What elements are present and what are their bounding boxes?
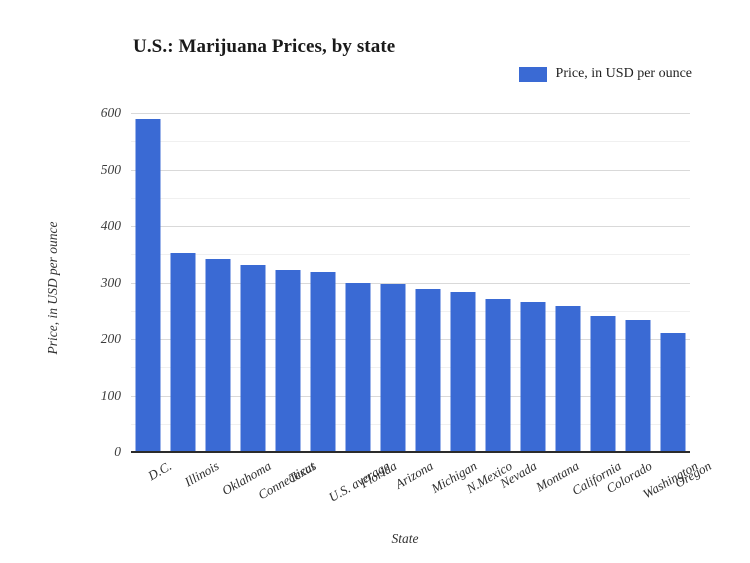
bar-slot bbox=[166, 113, 201, 452]
bar-slot bbox=[201, 113, 236, 452]
bar-slot bbox=[411, 113, 446, 452]
y-axis-tick-label: 100 bbox=[100, 387, 121, 403]
y-axis-tick-label: 300 bbox=[100, 274, 121, 290]
bar-slot bbox=[480, 113, 515, 452]
legend-item-label: Price, in USD per ounce bbox=[555, 66, 692, 81]
y-axis-tick-label: 0 bbox=[114, 444, 121, 459]
x-axis-label-slot: Connecticut bbox=[236, 452, 318, 527]
gridline bbox=[131, 310, 690, 312]
x-axis-label-slot: Texas bbox=[271, 452, 319, 527]
x-axis-label-slot: Arizona bbox=[376, 452, 436, 527]
gridline bbox=[131, 141, 690, 143]
x-axis-label-slot: Washington bbox=[620, 452, 700, 527]
bar[interactable] bbox=[520, 301, 546, 452]
bar-slot bbox=[655, 113, 690, 452]
x-axis-label-slot: Colorado bbox=[585, 452, 654, 527]
x-axis-tick-labels: D.C. Illinois Oklahoma Connecticut Texas U.S.… bbox=[131, 452, 714, 527]
y-axis-tick-label: 600 bbox=[100, 105, 121, 120]
bar-slot bbox=[306, 113, 341, 452]
x-axis-label-slot: U.S. average bbox=[306, 452, 392, 527]
bar[interactable] bbox=[310, 272, 336, 452]
x-axis-label-slot: Montana bbox=[515, 452, 581, 527]
gridline bbox=[131, 367, 690, 369]
bar-slot bbox=[236, 113, 271, 452]
bar[interactable] bbox=[660, 332, 686, 452]
bar[interactable] bbox=[485, 298, 511, 452]
x-axis-label-slot: Nevada bbox=[480, 452, 539, 527]
x-axis-title: State bbox=[391, 531, 419, 546]
bar-slot bbox=[376, 113, 411, 452]
x-axis-label-slot: California bbox=[550, 452, 623, 527]
bar-slot bbox=[271, 113, 306, 452]
bar-slot bbox=[550, 113, 585, 452]
bar[interactable] bbox=[240, 265, 266, 452]
y-axis-tick-labels: 600 500 400 300 200 100 0 bbox=[55, 105, 121, 459]
bar[interactable] bbox=[170, 253, 196, 452]
x-axis-label-slot: Oklahoma bbox=[201, 452, 274, 527]
bar[interactable] bbox=[415, 289, 441, 452]
bar-series bbox=[131, 113, 690, 452]
x-axis-label-slot: N.Mexico bbox=[445, 452, 515, 527]
x-axis-label-slot: Oregon bbox=[655, 452, 713, 527]
bar-slot bbox=[341, 113, 376, 452]
x-axis-line bbox=[131, 451, 690, 453]
bar[interactable] bbox=[380, 283, 406, 452]
x-axis-label-slot: Florida bbox=[341, 452, 399, 527]
bar[interactable] bbox=[275, 269, 301, 452]
y-axis-tick-label: 200 bbox=[100, 331, 121, 346]
x-axis-label-slot: Illinois bbox=[166, 452, 221, 527]
bar-slot bbox=[620, 113, 655, 452]
gridline bbox=[131, 113, 690, 114]
gridline bbox=[131, 197, 690, 199]
gridline bbox=[131, 169, 690, 171]
y-axis-tick-label: 400 bbox=[100, 218, 121, 233]
bar-slot bbox=[585, 113, 620, 452]
bar[interactable] bbox=[450, 292, 476, 452]
bar[interactable] bbox=[590, 315, 616, 452]
legend-swatch-icon bbox=[518, 66, 547, 82]
bar[interactable] bbox=[625, 320, 651, 452]
chart-legend: Price, in USD per ounce bbox=[518, 66, 692, 82]
x-axis-label-slot: D.C. bbox=[131, 452, 175, 527]
gridline bbox=[131, 282, 690, 284]
bar-slot bbox=[515, 113, 550, 452]
bar[interactable] bbox=[135, 118, 161, 452]
gridline bbox=[131, 254, 690, 256]
bar[interactable] bbox=[345, 282, 371, 452]
bar[interactable] bbox=[555, 305, 581, 452]
plot-area bbox=[131, 113, 690, 452]
x-axis-label-slot: Michigan bbox=[411, 452, 480, 527]
gridline bbox=[131, 339, 690, 340]
chart-title: U.S.: Marijuana Prices, by state bbox=[133, 36, 396, 57]
gridline bbox=[131, 395, 690, 397]
bar[interactable] bbox=[205, 258, 231, 452]
gridline bbox=[131, 226, 690, 227]
bar-slot bbox=[445, 113, 480, 452]
gridline bbox=[131, 423, 690, 425]
bar-slot bbox=[131, 113, 166, 452]
y-axis-tick-label: 500 bbox=[100, 161, 121, 177]
